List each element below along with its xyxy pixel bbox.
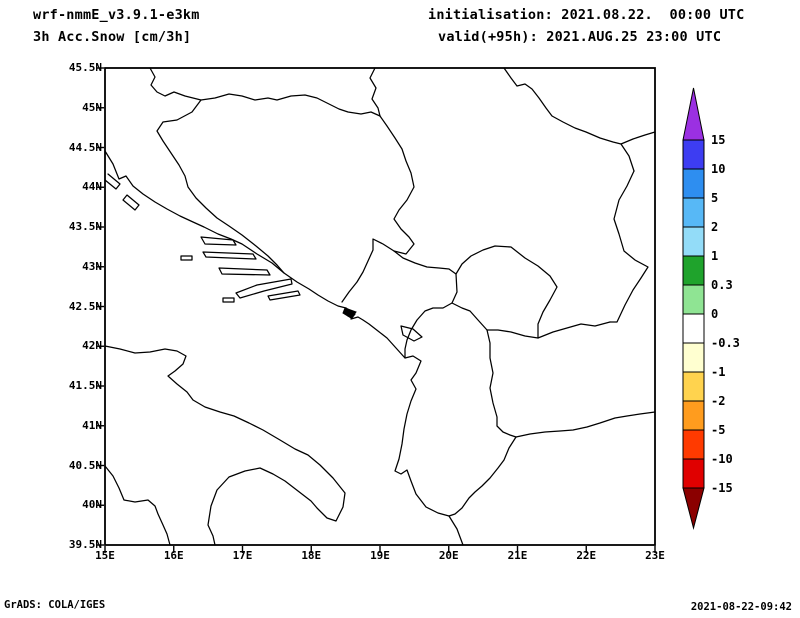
border-macedonia-greece (515, 411, 656, 438)
coast-dalmatia (104, 150, 347, 309)
colorbar-segment (682, 284, 705, 315)
lake-skadar (400, 325, 423, 342)
colorbar-label: -1 (711, 365, 725, 379)
colorbar-label: -0.3 (711, 336, 740, 350)
colorbar-segment (682, 400, 705, 431)
x-tick-label: 22E (576, 549, 597, 562)
colorbar-segment (682, 313, 705, 344)
border-croatia-bosnia (156, 99, 285, 274)
border-bosnia-serbia-drina (379, 115, 415, 255)
border-albania-macedonia (486, 329, 517, 438)
island-dugi-otok (104, 173, 121, 190)
colorbar-segment (682, 168, 705, 199)
plot-timestamp: 2021-08-22-09:42 (690, 601, 792, 613)
border-serbia-romania (503, 67, 635, 172)
colorbar-segment (682, 371, 705, 402)
island-kornati (122, 194, 140, 211)
field-title: 3h Acc.Snow [cm/3h] (33, 29, 192, 45)
y-tick-label: 45N (82, 100, 102, 114)
y-tick-label: 41N (82, 418, 102, 432)
colorbar-label: 0 (711, 307, 718, 321)
y-tick-label: 42N (82, 339, 102, 353)
kotor-bay-mark (342, 307, 357, 319)
axis-ticks (97, 67, 656, 553)
border-kosovo (451, 245, 558, 339)
colorbar-segment (682, 197, 705, 228)
border-croatia-north (149, 67, 381, 117)
y-tick-label: 44.5N (68, 140, 102, 154)
border-serbia-macedonia (537, 321, 611, 339)
island-vis (180, 255, 193, 261)
island-mljet (267, 290, 301, 301)
y-tick-label: 45.5N (68, 61, 102, 74)
x-tick-label: 19E (370, 549, 390, 562)
border-albania-greece (448, 436, 517, 517)
y-tick-label: 43.5N (68, 220, 102, 233)
x-tick-label: 18E (301, 549, 322, 562)
colorbar-label: 2 (711, 220, 718, 234)
colorbar-label: 5 (711, 191, 718, 205)
peninsula-peljesac (235, 278, 293, 299)
init-time: initialisation: 2021.08.22. 00:00 UTC (428, 7, 745, 23)
map-svg (97, 67, 656, 553)
y-tick-label: 39.5N (68, 538, 102, 551)
colorbar-segment (682, 458, 705, 489)
x-tick-label: 21E (507, 549, 528, 562)
y-tick-label: 43N (82, 259, 102, 273)
y-tick-label: 40.5N (68, 458, 102, 472)
colorbar-label: 0.3 (711, 278, 733, 292)
model-name: wrf-nmmE_v3.9.1-e3km (33, 7, 200, 23)
colorbar-segment (682, 255, 705, 286)
colorbar-segment (682, 139, 705, 170)
island-hvar (202, 251, 257, 260)
y-tick-label: 44N (82, 180, 102, 194)
colorbar-label: -2 (711, 394, 725, 408)
y-tick-label: 40N (82, 498, 102, 512)
colorbar-label: -10 (711, 452, 733, 466)
valid-time: valid(+95h): 2021.AUG.25 23:00 UTC (438, 29, 722, 45)
coast-italy-adriatic (104, 345, 346, 546)
y-tick-label: 42.5N (68, 299, 102, 313)
coast-italy-tyrrhenian (104, 465, 171, 546)
colorbar-label: 10 (711, 162, 725, 176)
x-tick-label: 16E (163, 549, 184, 562)
x-tick-label: 15E (95, 549, 115, 562)
y-tick-label: 41.5N (68, 379, 102, 392)
border-danube-east (620, 131, 656, 145)
border-croatia-serbia (369, 67, 381, 117)
island-korcula (218, 267, 271, 276)
coast-montenegro-albania (345, 307, 464, 546)
map-frame (104, 67, 656, 546)
colorbar-label: 15 (711, 133, 725, 147)
colorbar-segment (682, 342, 705, 373)
x-tick-label: 17E (232, 549, 253, 562)
colorbar-segment (682, 429, 705, 460)
colorbar-label: 1 (711, 249, 718, 263)
x-tick-label: 23E (645, 549, 665, 562)
grads-credit: GrADS: COLA/IGES (4, 599, 106, 611)
x-tick-label: 20E (438, 549, 459, 562)
island-lastovo (222, 297, 235, 303)
colorbar-arrow-up (682, 87, 705, 141)
island-brac (200, 236, 237, 246)
border-montenegro-albania (404, 302, 453, 359)
colorbar-label: -5 (711, 423, 725, 437)
coastlines-and-borders (104, 67, 656, 546)
colorbar-arrow-down (682, 487, 705, 530)
colorbar-segment (682, 226, 705, 257)
border-montenegro-north (341, 238, 457, 303)
border-serbia-bulgaria (609, 170, 649, 323)
colorbar-label: -15 (711, 481, 733, 495)
colorbar-svg: 15 10 5 2 1 0.3 0 -0.3 -1 -2 -5 -10 -15 (682, 87, 740, 530)
